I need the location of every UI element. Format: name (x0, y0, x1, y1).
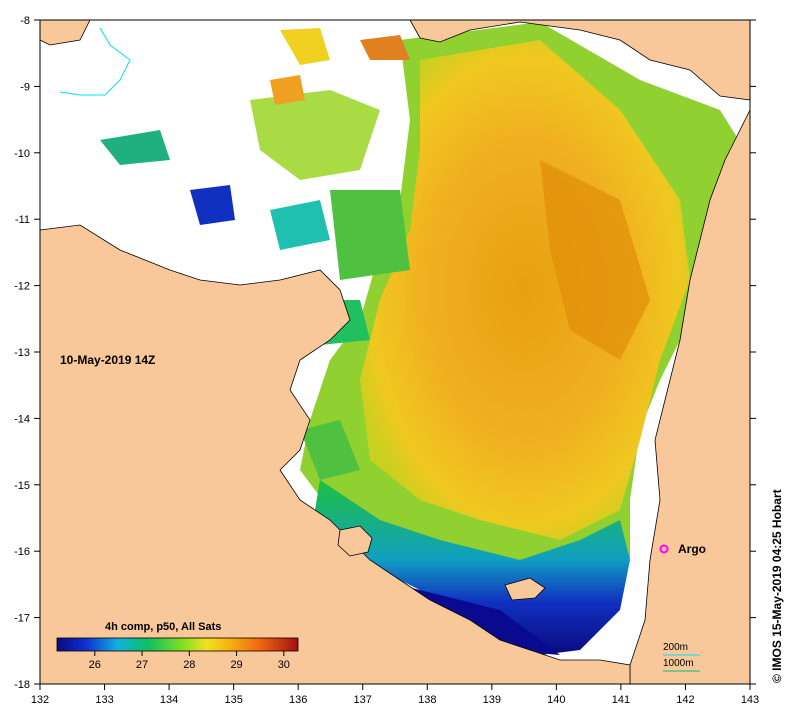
lat-tick-label: -17 (14, 613, 30, 625)
isobaths (59, 27, 131, 96)
lon-tick-label: 142 (676, 694, 694, 706)
lat-tick-label: -14 (14, 413, 30, 425)
lon-tick-label: 132 (31, 694, 49, 706)
lon-tick-label: 139 (483, 694, 501, 706)
lon-tick-label: 140 (547, 694, 565, 706)
colorbar-ticks: 26 27 28 29 30 (89, 651, 290, 671)
lon-tick-label: 143 (741, 694, 759, 706)
colorbar-ramp (56, 637, 299, 652)
credit-label: © IMOS 15-May-2019 04:25 Hobart (770, 489, 784, 683)
lat-tick-label: -12 (14, 281, 30, 293)
latitude-axis: -8 -9 -10 -11 -12 -13 -14 -15 -16 -17 -18 (14, 15, 756, 691)
colorbar-tick-label: 28 (183, 659, 195, 671)
colorbar-tick-label: 26 (89, 659, 101, 671)
colorbar-tick-label: 27 (136, 659, 148, 671)
isobath-200-label: 200m (663, 642, 688, 653)
colorbar: 4h comp, p50, All Sats 26 27 28 29 30 (56, 621, 299, 671)
land-mornington (504, 577, 546, 601)
land-arnhem (39, 224, 631, 685)
land-groote-eylandt (337, 525, 373, 557)
lat-tick-label: -13 (14, 347, 30, 359)
argo-label: Argo (678, 542, 706, 556)
lat-tick-label: -9 (20, 81, 30, 93)
lat-tick-label: -8 (20, 15, 30, 27)
longitude-axis: 132 133 134 135 136 137 138 139 140 141 142 143 (31, 684, 759, 706)
lon-tick-label: 133 (95, 694, 113, 706)
lon-tick-label: 134 (160, 694, 178, 706)
lat-tick-label: -15 (14, 480, 30, 492)
lon-tick-label: 137 (354, 694, 372, 706)
colorbar-tick-label: 30 (278, 659, 290, 671)
date-label: 10-May-2019 14Z (60, 353, 155, 367)
lon-tick-label: 136 (289, 694, 307, 706)
lat-tick-label: -10 (14, 148, 30, 160)
argo-marker: Argo (659, 542, 706, 556)
lon-tick-label: 135 (224, 694, 242, 706)
lat-tick-label: -16 (14, 546, 30, 558)
lon-tick-label: 138 (418, 694, 436, 706)
lat-tick-label: -11 (15, 214, 30, 226)
colorbar-tick-label: 29 (230, 659, 242, 671)
lon-tick-label: 141 (612, 694, 630, 706)
isobath-1000-label: 1000m (663, 658, 694, 669)
composite-label: 4h comp, p50, All Sats (105, 621, 221, 633)
isobath-legend: 200m 1000m (663, 642, 700, 672)
lat-tick-label: -18 (14, 679, 30, 691)
argo-float-icon (659, 544, 669, 554)
land (39, 19, 751, 685)
